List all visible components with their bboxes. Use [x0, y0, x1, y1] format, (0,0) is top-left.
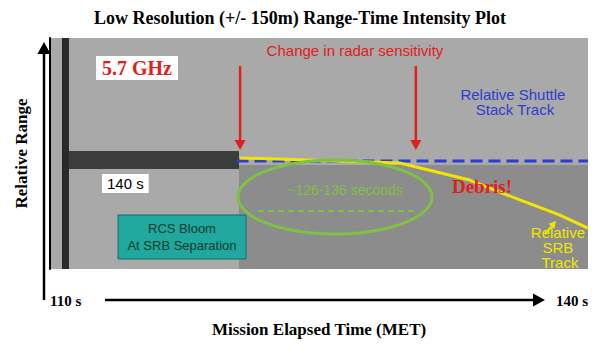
svg-text:Track: Track	[542, 254, 579, 271]
svg-text:Relative: Relative	[530, 223, 590, 241]
svg-text:SRB: SRB	[542, 238, 578, 256]
svg-text:Change in radar sensitivity: Change in radar sensitivity	[267, 42, 444, 59]
svg-text:RCS Bloom: RCS Bloom	[148, 221, 216, 236]
svg-text:Debris!: Debris!	[452, 176, 512, 197]
svg-text:Stack Track: Stack Track	[476, 101, 555, 118]
svg-text:140 s: 140 s	[107, 175, 144, 192]
svg-text:Low Resolution (+/- 150m) Rang: Low Resolution (+/- 150m) Range-Time Int…	[94, 8, 506, 29]
svg-text:~126-136 seconds: ~126-136 seconds	[287, 182, 403, 198]
svg-text:5.7 GHz: 5.7 GHz	[102, 57, 172, 79]
svg-text:Relative Shuttle: Relative Shuttle	[460, 86, 570, 103]
svg-text:Mission Elapsed Time (MET): Mission Elapsed Time (MET)	[212, 320, 426, 339]
svg-text:At SRB Separation: At SRB Separation	[127, 238, 236, 253]
svg-text:140 s: 140 s	[556, 293, 588, 309]
svg-text:Relative Range: Relative Range	[12, 98, 31, 208]
svg-text:110 s: 110 s	[50, 293, 81, 309]
